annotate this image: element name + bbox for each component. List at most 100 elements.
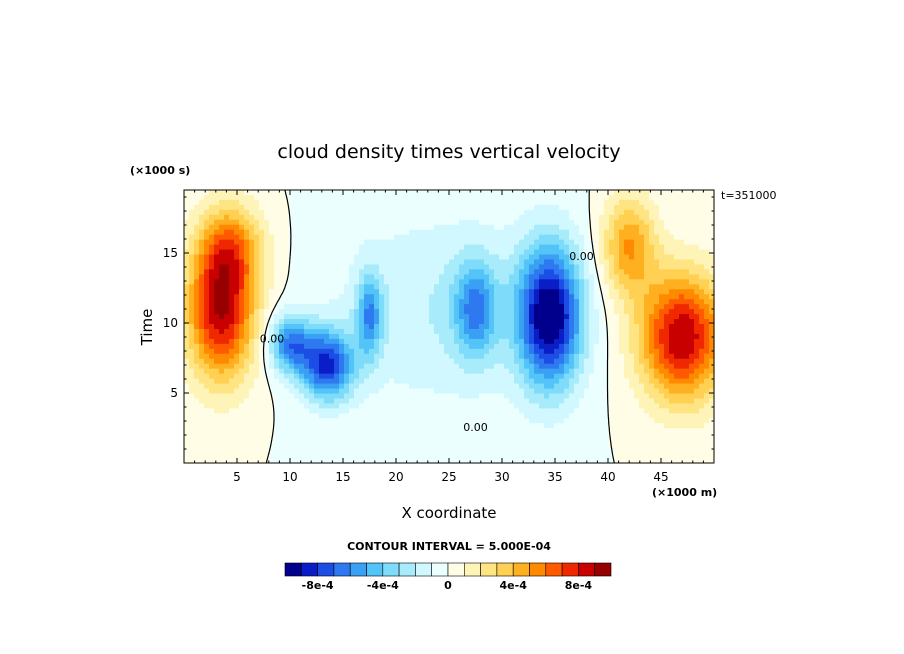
heatmap-cell xyxy=(204,324,210,330)
heatmap-cell xyxy=(209,219,215,226)
heatmap-cell xyxy=(509,194,515,201)
heatmap-cell xyxy=(269,383,275,390)
heatmap-cell xyxy=(554,383,560,390)
heatmap-cell xyxy=(429,333,435,340)
heatmap-cell xyxy=(439,190,445,196)
heatmap-cell xyxy=(699,190,705,196)
heatmap-cell xyxy=(229,393,235,400)
heatmap-cell xyxy=(349,348,355,355)
heatmap-cell xyxy=(334,383,340,390)
heatmap-cell xyxy=(379,294,385,300)
heatmap-cell xyxy=(379,224,385,231)
heatmap-cell xyxy=(644,378,650,385)
heatmap-cell xyxy=(444,353,450,360)
heatmap-cell xyxy=(549,254,555,261)
heatmap-cell xyxy=(294,398,300,405)
heatmap-cell xyxy=(439,259,445,266)
heatmap-cell xyxy=(594,204,600,211)
heatmap-cell xyxy=(309,209,315,216)
heatmap-cell xyxy=(539,324,545,330)
heatmap-cell xyxy=(219,418,225,424)
heatmap-cell xyxy=(554,304,560,310)
heatmap-cell xyxy=(344,299,350,305)
heatmap-cell xyxy=(314,338,320,345)
heatmap-cell xyxy=(379,403,385,409)
heatmap-cell xyxy=(539,254,545,261)
heatmap-cell xyxy=(449,274,455,280)
heatmap-cell xyxy=(614,269,620,275)
heatmap-cell xyxy=(549,304,555,310)
heatmap-cell xyxy=(414,284,420,290)
heatmap-cell xyxy=(424,304,430,310)
heatmap-cell xyxy=(424,363,430,370)
heatmap-cell xyxy=(409,264,415,271)
heatmap-cell xyxy=(509,269,515,275)
heatmap-cell xyxy=(679,358,685,365)
heatmap-cell xyxy=(514,418,520,424)
heatmap-cell xyxy=(514,294,520,300)
heatmap-cell xyxy=(274,403,280,409)
heatmap-cell xyxy=(189,309,195,315)
heatmap-cell xyxy=(319,294,325,300)
heatmap-cell xyxy=(354,388,360,395)
heatmap-cell xyxy=(609,348,615,355)
heatmap-cell xyxy=(389,338,395,345)
heatmap-cell xyxy=(629,274,635,280)
heatmap-cell xyxy=(184,279,190,285)
heatmap-cell xyxy=(609,264,615,271)
heatmap-cell xyxy=(594,324,600,330)
heatmap-cell xyxy=(489,254,495,261)
heatmap-cell xyxy=(654,368,660,375)
heatmap-cell xyxy=(454,393,460,400)
heatmap-cell xyxy=(439,319,445,325)
heatmap-cell xyxy=(569,398,575,405)
heatmap-cell xyxy=(629,269,635,275)
heatmap-cell xyxy=(244,190,250,196)
heatmap-cell xyxy=(434,368,440,375)
heatmap-cell xyxy=(324,219,330,226)
heatmap-cell xyxy=(559,398,565,405)
heatmap-cell xyxy=(274,264,280,271)
heatmap-cell xyxy=(449,343,455,350)
heatmap-cell xyxy=(354,383,360,390)
heatmap-cell xyxy=(514,398,520,405)
heatmap-cell xyxy=(664,393,670,400)
heatmap-cell xyxy=(354,229,360,236)
heatmap-cell xyxy=(664,363,670,370)
heatmap-cell xyxy=(424,393,430,400)
heatmap-cell xyxy=(489,319,495,325)
heatmap-cell xyxy=(514,299,520,305)
heatmap-cell xyxy=(384,408,390,414)
heatmap-cell xyxy=(264,194,270,201)
heatmap-cell xyxy=(479,368,485,375)
heatmap-cell xyxy=(514,249,520,256)
heatmap-cell xyxy=(374,358,380,365)
heatmap-cell xyxy=(349,209,355,216)
heatmap-cell xyxy=(444,418,450,424)
heatmap-cell xyxy=(589,324,595,330)
heatmap-cell xyxy=(529,259,535,266)
heatmap-cell xyxy=(309,294,315,300)
heatmap-cell xyxy=(479,358,485,365)
heatmap-cell xyxy=(594,309,600,315)
heatmap-cell xyxy=(664,244,670,251)
heatmap-cell xyxy=(389,214,395,221)
heatmap-cell xyxy=(244,319,250,325)
heatmap-cell xyxy=(204,224,210,231)
heatmap-cell xyxy=(694,408,700,414)
heatmap-cell xyxy=(379,328,385,335)
heatmap-cell xyxy=(374,259,380,266)
heatmap-cell xyxy=(344,314,350,320)
heatmap-cell xyxy=(649,209,655,216)
heatmap-cell xyxy=(654,214,660,221)
heatmap-cell xyxy=(299,333,305,340)
heatmap-cell xyxy=(409,353,415,360)
heatmap-cell xyxy=(224,249,230,256)
heatmap-cell xyxy=(474,324,480,330)
heatmap-cell xyxy=(554,244,560,251)
heatmap-cell xyxy=(459,294,465,300)
heatmap-cell xyxy=(419,234,425,241)
heatmap-cell xyxy=(419,229,425,236)
heatmap-cell xyxy=(654,234,660,241)
heatmap-cell xyxy=(229,264,235,271)
